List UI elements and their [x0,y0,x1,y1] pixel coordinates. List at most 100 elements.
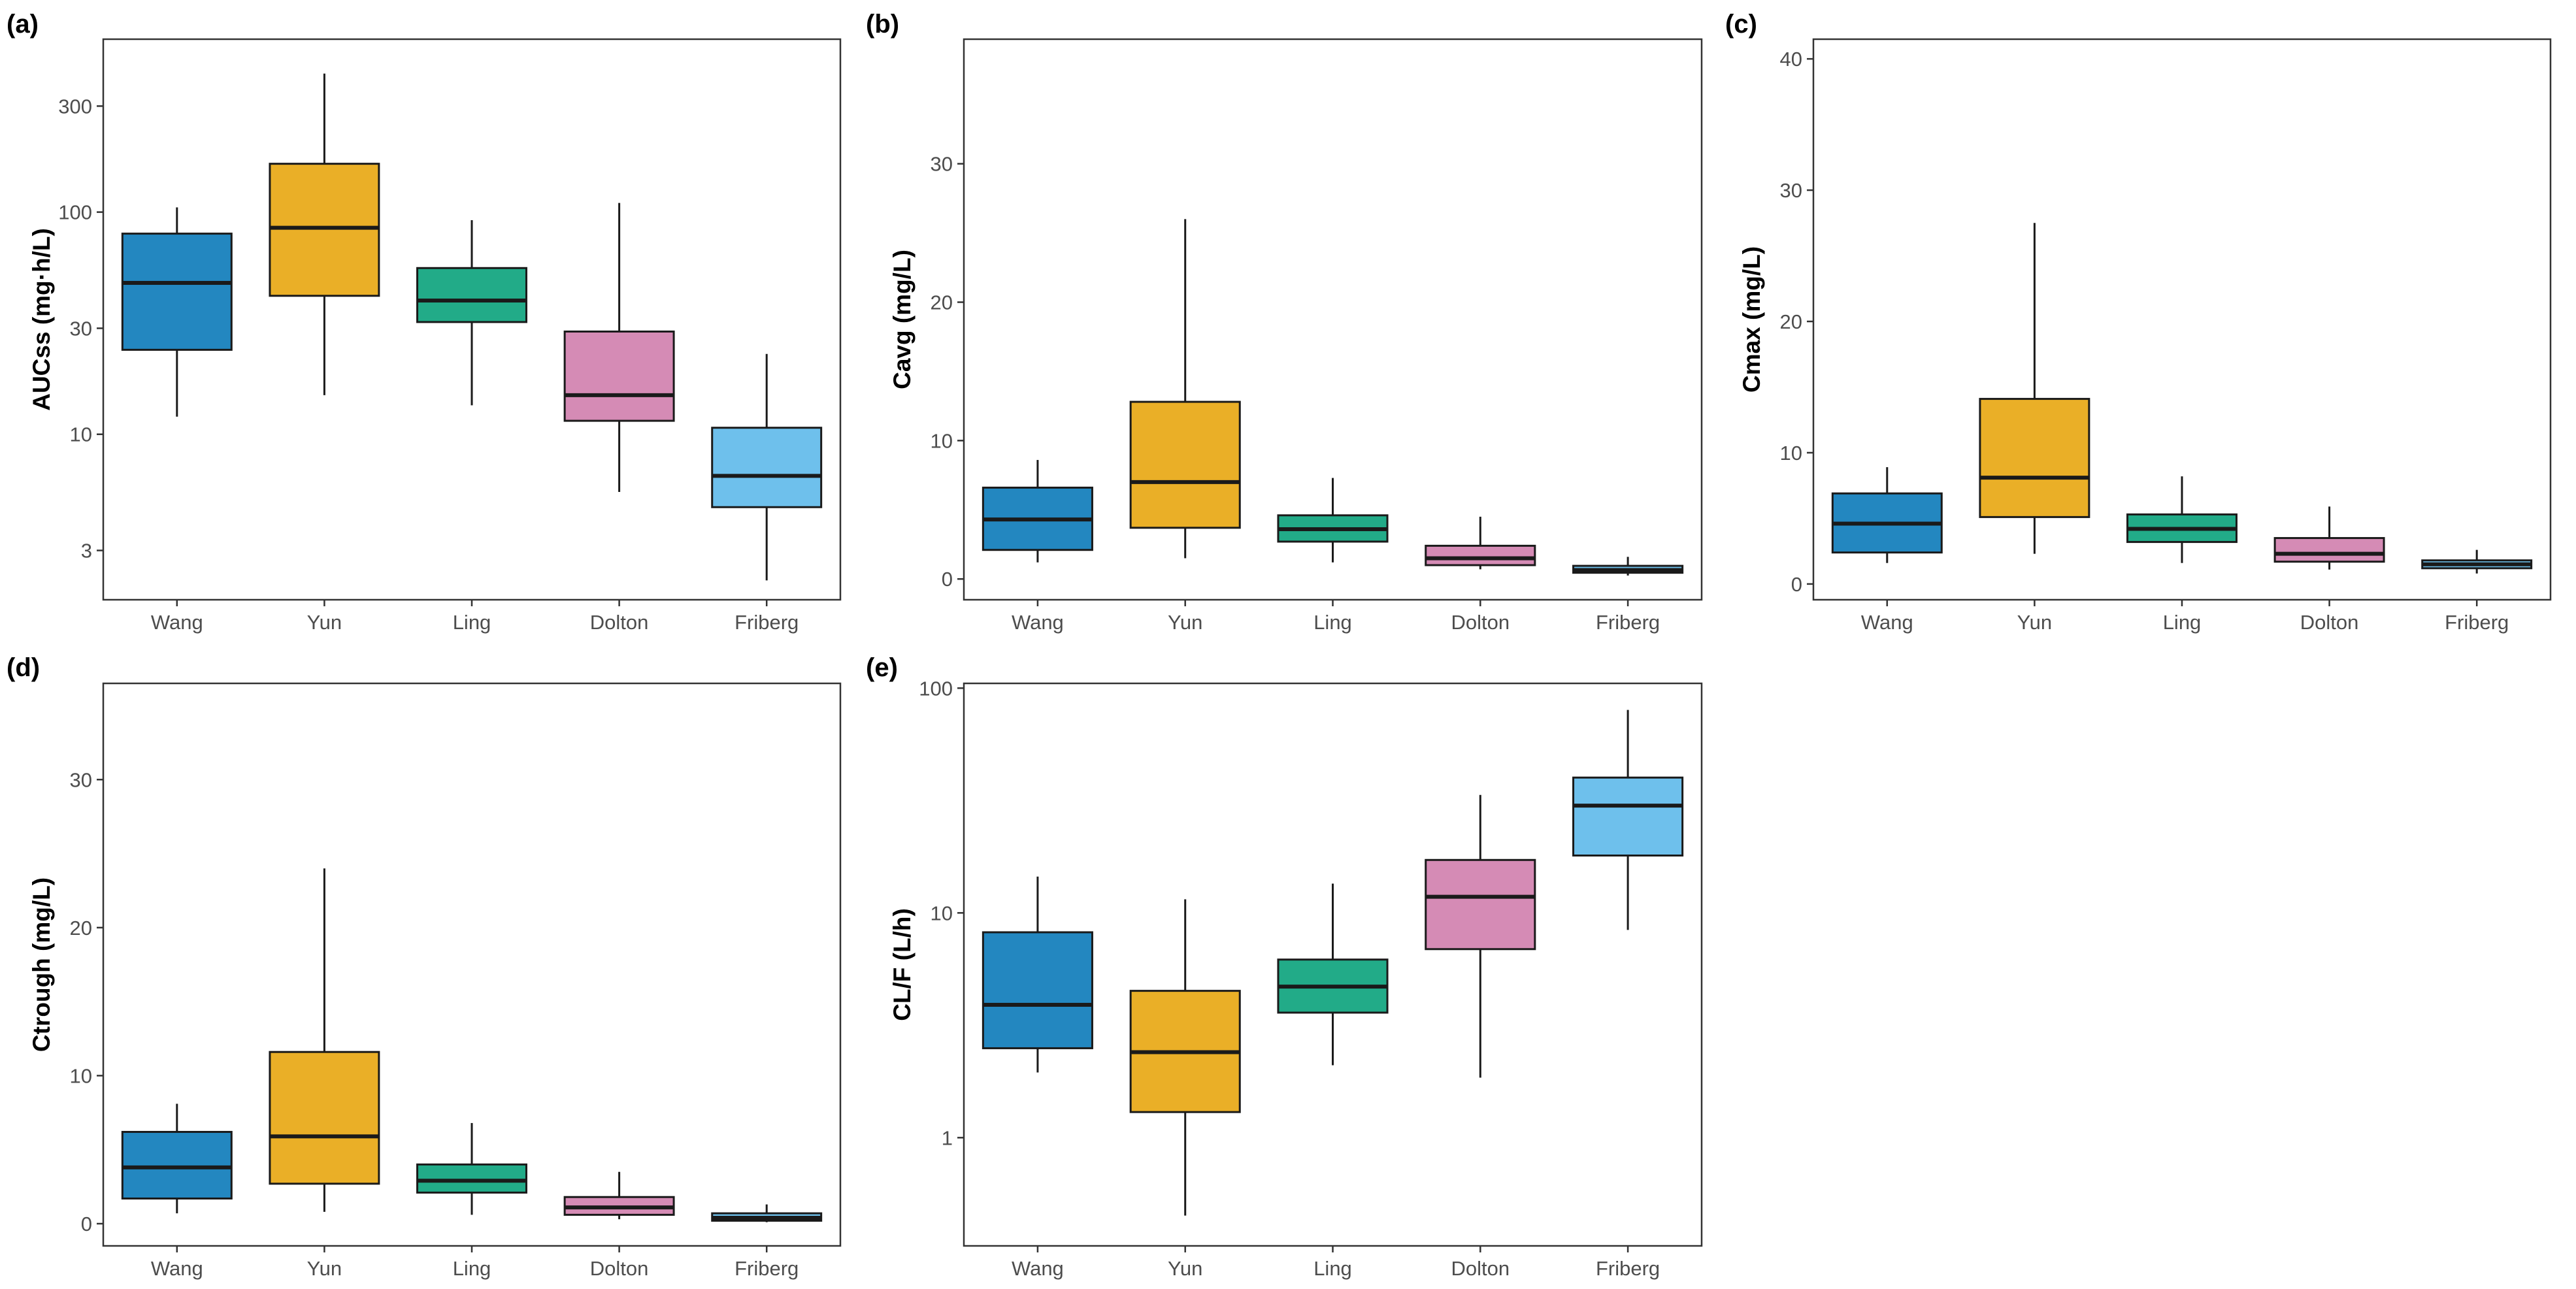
x-tick-label: Yun [307,1257,342,1280]
y-tick-label: 30 [70,317,92,340]
box-friberg [1572,557,1684,576]
box-friberg [1572,710,1684,930]
box-wang [982,876,1093,1073]
box-friberg [711,1204,823,1222]
x-tick-label: Wang [1861,611,1913,634]
box-dolton [563,1171,675,1220]
y-tick-label: 10 [1780,442,1802,465]
panel-label: (c) [1725,10,1757,39]
box-dolton [563,203,675,493]
y-axis-label: AUCss (mg·h/L) [28,228,55,411]
box-ling [1277,883,1389,1066]
x-tick-label: Yun [2017,611,2052,634]
box-wang [121,1103,233,1214]
x-tick-label: Ling [453,611,491,634]
y-tick-label: 0 [942,568,953,591]
y-tick-label: 20 [931,291,953,314]
iqr-box [269,1051,380,1185]
y-tick-label: 100 [58,201,92,224]
iqr-box [121,233,233,351]
iqr-box [121,1131,233,1199]
chart-panel-2: (b) Cavg (mg/L) 0 10 20 30 Wang Yun Ling Dolton Fr… [866,10,1703,634]
box-wang [982,460,1093,563]
y-tick-label: 20 [1780,310,1802,333]
y-tick-label: 10 [931,902,953,924]
box-wang [121,207,233,417]
x-tick-label: Wang [151,611,203,634]
x-tick-label: Friberg [735,1257,799,1280]
chart-panel-1: (a) AUCss (mg·h/L) 3 10 30 100 300 Wang Yun Ling D… [7,10,842,634]
box-dolton [1425,794,1536,1078]
box-yun [269,868,380,1212]
y-tick-label: 10 [931,429,953,452]
y-tick-label: 20 [70,917,92,939]
panel-label: (d) [7,653,40,682]
y-tick-label: 10 [70,1064,92,1087]
box-ling [1277,478,1389,563]
x-tick-label: Ling [453,1257,491,1280]
panel-label: (e) [866,653,898,682]
y-axis-label: Ctrough (mg/L) [28,877,55,1052]
y-tick-label: 100 [919,677,953,700]
iqr-box [563,330,675,422]
x-tick-label: Ling [1313,1257,1352,1280]
panel-frame [102,38,842,601]
x-tick-label: Dolton [1451,611,1510,634]
box-ling [2126,476,2237,563]
box-yun [269,73,380,395]
x-tick-label: Ling [2163,611,2202,634]
iqr-box [1425,858,1536,951]
box-yun [1979,223,2090,554]
y-axis-label: Cavg (mg/L) [889,250,916,389]
y-axis-label: CL/F (L/h) [889,908,916,1021]
iqr-box [1129,400,1241,529]
y-tick-label: 3 [81,540,92,563]
box-wang [1831,467,1943,563]
box-ling [416,220,527,406]
box-yun [1129,219,1241,559]
panel-frame [963,38,1703,601]
y-tick-label: 40 [1780,48,1802,71]
box-friberg [711,353,823,581]
chart-panel-4: (d) Ctrough (mg/L) 0 10 20 30 Wang Yun Ling Dolto… [7,653,842,1280]
y-tick-label: 300 [58,95,92,118]
x-tick-label: Friberg [2445,611,2509,634]
x-tick-label: Ling [1313,611,1352,634]
x-tick-label: Friberg [1596,1257,1660,1280]
x-tick-label: Dolton [1451,1257,1510,1280]
y-tick-label: 0 [1791,573,1802,596]
iqr-box [1425,544,1536,566]
x-tick-label: Wang [151,1257,203,1280]
x-tick-label: Yun [1168,611,1202,634]
y-tick-label: 30 [1780,179,1802,202]
x-tick-label: Wang [1012,611,1064,634]
iqr-box [1572,776,1684,857]
box-yun [1129,899,1241,1216]
iqr-box [982,931,1093,1049]
iqr-box [416,1163,527,1194]
y-tick-label: 1 [942,1126,953,1149]
chart-panel-3: (c) Cmax (mg/L) 0 10 20 30 40 Wang Yun Ling Dolton… [1725,10,2552,634]
x-tick-label: Dolton [2300,611,2359,634]
x-tick-label: Friberg [735,611,799,634]
panel-label: (b) [866,10,899,39]
x-tick-label: Yun [1168,1257,1202,1280]
iqr-box [269,163,380,297]
y-axis-label: Cmax (mg/L) [1738,246,1765,393]
x-tick-label: Dolton [590,611,649,634]
iqr-box [1979,398,2090,518]
y-tick-label: 10 [70,423,92,446]
x-tick-label: Yun [307,611,342,634]
box-ling [416,1122,527,1215]
y-tick-label: 0 [81,1213,92,1235]
panel-frame [1812,38,2552,601]
box-friberg [2421,549,2533,574]
chart-panel-5: (e) CL/F (L/h) 1 10 100 Wang Yun Ling Dolton Frib… [866,653,1703,1280]
x-tick-label: Dolton [590,1257,649,1280]
panel-frame [102,682,842,1247]
panel-label: (a) [7,10,39,39]
x-tick-label: Wang [1012,1257,1064,1280]
iqr-box [711,427,823,508]
iqr-box [416,267,527,323]
